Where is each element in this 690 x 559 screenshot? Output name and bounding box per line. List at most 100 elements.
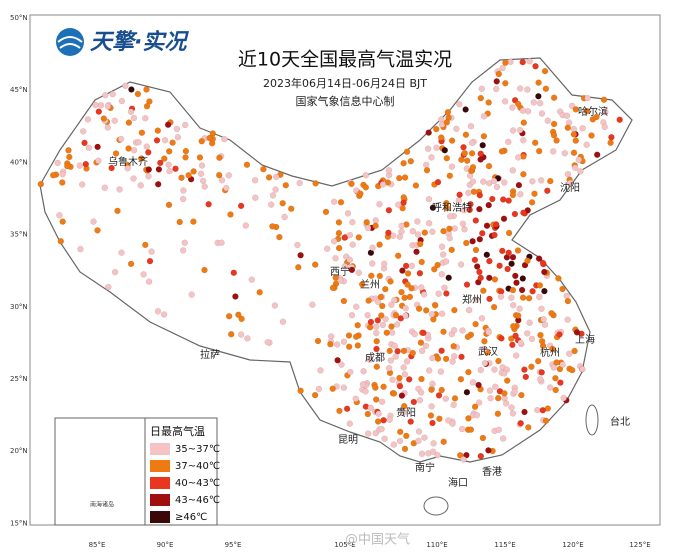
station-dot	[404, 281, 411, 288]
station-dot	[406, 293, 414, 301]
station-dot	[414, 218, 421, 225]
station-dot	[477, 452, 485, 460]
station-dot	[460, 144, 467, 151]
station-dot	[127, 108, 135, 115]
station-dot	[375, 410, 382, 417]
station-dot	[564, 297, 572, 305]
station-dot	[501, 179, 508, 186]
station-dot	[438, 347, 445, 355]
station-dot	[134, 90, 142, 98]
city-label: 南宁	[415, 461, 435, 474]
station-dot	[143, 86, 150, 93]
station-dot	[537, 376, 544, 383]
station-dot	[479, 434, 487, 442]
map-producer: 国家气象信息中心制	[296, 94, 395, 108]
station-dot	[403, 358, 411, 365]
station-dot	[544, 117, 552, 125]
station-dot	[479, 141, 486, 149]
station-dot	[81, 139, 88, 147]
station-dot	[435, 290, 442, 297]
station-dot	[559, 361, 566, 368]
logo-swoosh	[57, 36, 83, 49]
station-dot	[509, 410, 517, 417]
station-dot	[348, 180, 355, 188]
station-dot	[549, 345, 556, 353]
station-dot	[508, 260, 515, 268]
station-dot	[380, 383, 387, 391]
legend-swatch	[150, 511, 170, 523]
station-dot	[418, 450, 426, 458]
station-dot	[486, 295, 493, 303]
station-dot	[400, 194, 407, 201]
station-dot	[264, 339, 271, 346]
station-dot	[145, 149, 152, 156]
station-dot	[502, 400, 510, 407]
station-dot	[390, 390, 398, 397]
city-label: 乌鲁木齐	[108, 155, 148, 168]
station-dot	[439, 251, 447, 258]
station-dot	[271, 302, 279, 309]
station-dot	[155, 166, 163, 173]
station-dot	[537, 331, 544, 339]
station-dot	[443, 290, 450, 297]
station-dot	[260, 165, 267, 173]
station-dot	[515, 154, 522, 161]
station-dot	[472, 320, 479, 328]
station-dot	[528, 335, 536, 343]
station-dot	[385, 167, 393, 174]
station-dot	[535, 255, 543, 262]
station-dot	[205, 201, 212, 208]
station-dot	[122, 82, 129, 90]
station-dot	[400, 409, 408, 416]
station-dot	[398, 392, 406, 399]
station-dot	[336, 407, 343, 415]
station-dot	[494, 394, 502, 402]
station-dot	[462, 131, 470, 138]
station-dot	[514, 312, 522, 319]
station-dot	[344, 210, 352, 217]
station-dot	[349, 219, 356, 226]
station-dot	[467, 122, 475, 130]
station-dot	[164, 121, 172, 128]
station-dot	[364, 430, 372, 437]
station-dot	[448, 246, 455, 254]
station-dot	[369, 244, 376, 252]
station-dot	[422, 307, 430, 314]
station-dot	[105, 283, 112, 291]
latitude-label: 25°N	[10, 375, 28, 383]
station-dot	[364, 224, 372, 232]
station-dot	[509, 341, 516, 349]
station-dot	[493, 183, 501, 191]
station-dot	[374, 317, 382, 324]
station-dot	[225, 172, 233, 179]
station-dot	[386, 416, 393, 423]
station-dot	[553, 137, 560, 144]
station-dot	[450, 401, 457, 409]
station-dot	[431, 266, 438, 273]
station-dot	[145, 172, 152, 180]
station-dot	[442, 395, 450, 402]
station-dot	[475, 381, 482, 389]
station-dot	[408, 262, 416, 270]
station-dot	[111, 268, 119, 276]
station-dot	[566, 350, 573, 357]
station-dot	[401, 294, 408, 302]
station-dot	[382, 285, 389, 293]
station-dot	[330, 198, 338, 205]
station-dot	[335, 229, 343, 237]
station-dot	[357, 190, 364, 197]
station-dot	[541, 67, 549, 75]
station-dot	[329, 385, 336, 392]
station-dot	[498, 335, 505, 342]
station-dot	[256, 289, 263, 296]
city-label: 杭州	[540, 346, 560, 359]
station-dot	[178, 174, 185, 181]
station-dot	[391, 342, 398, 350]
station-dot	[165, 161, 172, 169]
station-dot	[161, 155, 168, 162]
legend-swatch	[150, 477, 170, 489]
station-dot	[199, 177, 207, 185]
station-dot	[515, 181, 523, 189]
station-dot	[376, 272, 384, 280]
station-dot	[462, 106, 469, 113]
